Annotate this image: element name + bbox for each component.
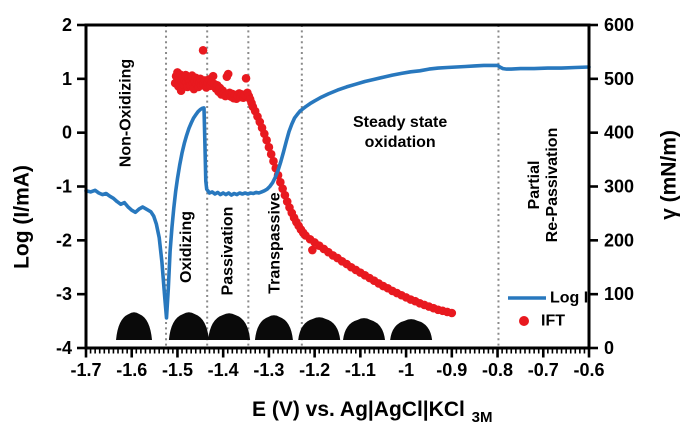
x-tick-label: -1.3: [253, 360, 284, 380]
x-tick-label: -1.5: [162, 360, 193, 380]
x-tick-label: -1.2: [299, 360, 330, 380]
y-right-tick-label: 300: [604, 177, 634, 197]
ift-data-point: [264, 142, 274, 152]
droplet-silhouette-icon: [390, 319, 433, 340]
region-label: Steady state: [353, 114, 447, 131]
y-right-tick-label: 0: [604, 338, 614, 358]
ift-data-point: [269, 156, 278, 166]
x-tick-label: -0.6: [573, 360, 604, 380]
ift-data-point: [241, 73, 251, 83]
droplet-silhouette-icon: [298, 317, 341, 340]
x-tick-label: -0.8: [482, 360, 513, 380]
x-tick-label: -1.6: [116, 360, 147, 380]
region-label: Passivation: [219, 207, 236, 296]
y-right-tick-label: 100: [604, 284, 634, 304]
y-left-tick-label: 1: [62, 69, 72, 89]
y-right-tick-label: 600: [604, 15, 634, 35]
region-label: Transpassive: [267, 192, 284, 294]
x-tick-label: -1.7: [70, 360, 101, 380]
ift-data-point: [447, 308, 457, 318]
region-label: Oxidizing: [178, 211, 195, 283]
ift-data-point: [308, 245, 317, 255]
log-i-curve: [84, 63, 591, 320]
x-tick-label: -1.1: [345, 360, 376, 380]
y-right-tick-label: 400: [604, 123, 634, 143]
x-axis-title: E (V) vs. Ag|AgCl|KCl 3M: [252, 398, 493, 426]
droplet-silhouette-icon: [343, 318, 386, 340]
x-tick-label: -1: [398, 360, 414, 380]
y-right-tick-label: 500: [604, 69, 634, 89]
ift-data-point: [280, 190, 290, 200]
y-left-tick-label: -4: [56, 338, 72, 358]
x-axis-title-subscript: 3M: [472, 409, 493, 426]
ift-data-point: [266, 149, 276, 159]
droplet-silhouette-icon: [208, 313, 251, 340]
x-axis-title-main: E (V) vs. Ag|AgCl|KCl: [252, 398, 465, 421]
legend: Log I IFT: [508, 290, 588, 330]
ift-data-point: [223, 69, 233, 79]
region-label: oxidation: [365, 134, 436, 151]
droplet-silhouette-icon: [254, 315, 293, 340]
x-tick-label: -0.7: [528, 360, 559, 380]
legend-label-log-i: Log I: [550, 290, 588, 307]
x-tick-label: -1.4: [208, 360, 239, 380]
y-left-tick-label: 2: [62, 15, 72, 35]
ift-data-point: [262, 135, 271, 145]
region-label: Non-Oxidizing: [118, 59, 135, 167]
y-left-tick-label: -1: [56, 177, 72, 197]
droplet-silhouette-icon: [168, 312, 209, 340]
ift-data-point: [260, 129, 269, 139]
ift-data-point: [278, 184, 287, 193]
y-left-tick-label: 0: [62, 123, 72, 143]
droplet-silhouette-icon: [116, 312, 153, 340]
y-right-tick-label: 200: [604, 230, 634, 250]
y-left-tick-label: -3: [56, 284, 72, 304]
legend-label-ift: IFT: [541, 313, 565, 330]
ift-data-point: [276, 177, 285, 187]
region-label: Partial: [526, 161, 543, 210]
x-tick-label: -0.9: [436, 360, 467, 380]
plot-generated: Non-Oxidizing Oxidizing Passivation Transpa…: [56, 15, 634, 380]
ift-data-point: [208, 71, 218, 81]
region-label: Re-Passivation: [544, 128, 561, 243]
y-left-tick-label: -2: [56, 230, 72, 250]
y-left-axis-title: Log (I/mA): [11, 165, 34, 269]
ift-data-point: [198, 46, 208, 55]
legend-dot-swatch: [519, 316, 529, 326]
y-right-axis-title: γ (mN/m): [658, 130, 681, 220]
